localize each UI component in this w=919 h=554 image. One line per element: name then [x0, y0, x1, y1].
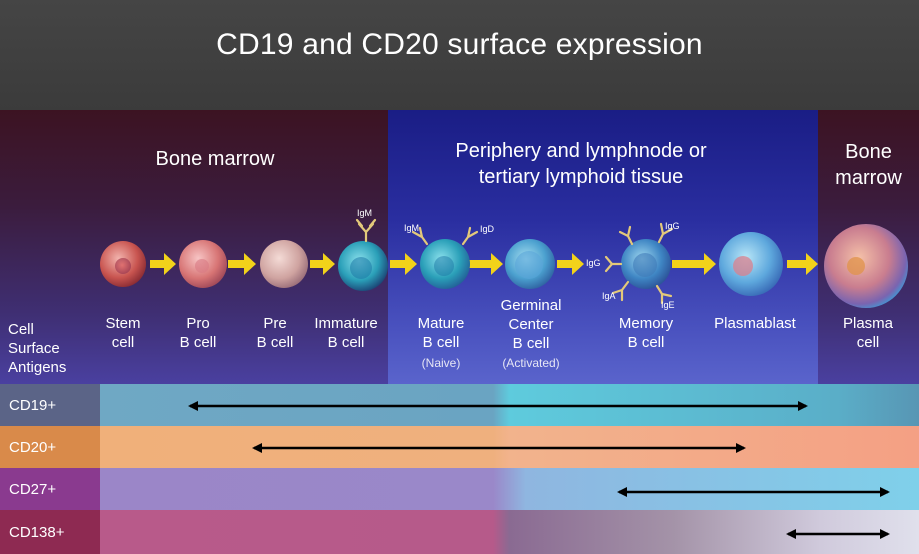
periphery-label-line1: Periphery and lymphnode or — [455, 140, 707, 162]
plasmablast-cell — [719, 232, 783, 296]
memory-igg-left-label: IgG — [586, 258, 601, 268]
mature-igd-antibody — [461, 226, 479, 246]
bone-marrow-right-line2: marrow — [835, 167, 902, 189]
memory-igg-top-antibody — [657, 222, 674, 244]
cell-surface-antigens-label: Cell Surface Antigens — [8, 321, 67, 376]
cell-label-memory: Memory B cell — [618, 315, 674, 351]
memory-ige-antibody — [655, 284, 673, 305]
arrow-pre-immature — [310, 253, 335, 275]
antigen-band-cd138 — [100, 510, 919, 554]
mature-igm-label: IgM — [404, 223, 420, 233]
immature-igm-label: IgM — [357, 208, 373, 218]
antigen-label-cd27: CD27+ — [0, 468, 100, 510]
periphery-label: Periphery and lymphnode or tertiary lymp… — [388, 138, 774, 190]
antigen-label-cd19: CD19+ — [0, 384, 100, 426]
antibody-glyphs — [355, 218, 674, 305]
arrow-plasmablast-plasma — [787, 253, 818, 275]
antigen-label-cd138: CD138+ — [0, 510, 100, 554]
immature-b-cell — [338, 241, 388, 291]
memory-b-cell — [621, 239, 671, 289]
arrow-stem-pro — [150, 253, 176, 275]
title-bar: CD19 and CD20 surface expression — [0, 0, 919, 110]
antigen-row-cd138: CD138+ — [0, 510, 919, 554]
cell-sub-mature: (Naive) — [421, 356, 461, 370]
cell-illustrations — [100, 218, 908, 308]
cell-label-immature: Immature B cell — [314, 315, 378, 351]
immature-igm-antibody — [355, 218, 377, 243]
bone-marrow-label-left: Bone marrow — [155, 148, 275, 170]
diagram-stage: Bone marrow Periphery and lymphnode or t… — [0, 110, 919, 384]
periphery-label-line2: tertiary lymphoid tissue — [478, 166, 684, 188]
memory-iga-antibody — [611, 280, 630, 302]
cell-sub-germinal: (Activated) — [502, 356, 560, 370]
pro-b-cell — [179, 240, 227, 288]
arrow-immature-mature — [390, 253, 417, 275]
memory-igg-left-antibody — [604, 255, 623, 273]
bone-marrow-right-line1: Bone — [845, 141, 892, 163]
cell-label-pre: Pre B cell — [256, 315, 294, 351]
arrow-memory-plasmablast — [672, 253, 716, 275]
arrow-pro-pre — [228, 253, 256, 275]
mature-igm-antibody — [411, 226, 429, 246]
memory-extra-antibody — [618, 225, 634, 246]
stem-cell — [100, 241, 146, 287]
memory-ige-label: IgE — [661, 300, 675, 310]
antigen-label-cd20: CD20+ — [0, 426, 100, 468]
expression-arrows — [188, 401, 890, 539]
cell-label-germinal: Germinal Center B cell — [500, 297, 562, 352]
bone-marrow-label-right: Bone marrow — [818, 139, 919, 191]
pre-b-cell — [260, 240, 308, 288]
page-title: CD19 and CD20 surface expression — [216, 28, 703, 61]
cell-label-plasmablast: Plasmablast — [714, 315, 796, 332]
plasma-cell — [824, 224, 908, 308]
cell-label-stem: Stem cell — [105, 315, 141, 351]
progression-arrows — [150, 253, 818, 275]
memory-igg-top-label: IgG — [665, 221, 680, 231]
arrow-mature-germinal — [469, 253, 503, 275]
mature-igd-label: IgD — [480, 224, 495, 234]
antigen-rows: CD19+ CD20+ CD27+ CD138+ — [0, 384, 919, 554]
antigen-row-cd27: CD27+ — [0, 468, 919, 510]
germinal-center-b-cell — [505, 239, 555, 289]
cell-label-plasma: Plasma cell — [842, 315, 894, 351]
cell-label-mature: Mature B cell — [417, 315, 465, 351]
memory-iga-label: IgA — [602, 291, 616, 301]
mature-b-cell — [420, 239, 470, 289]
arrow-germinal-memory — [557, 253, 584, 275]
cell-label-pro: Pro B cell — [179, 315, 217, 351]
